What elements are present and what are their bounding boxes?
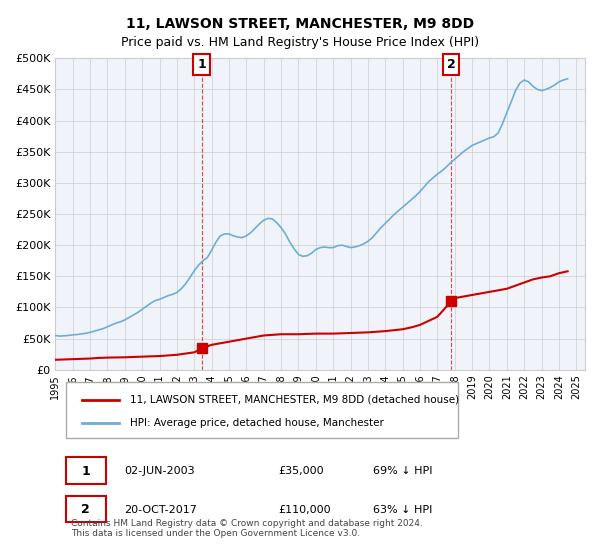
Text: 2: 2 [447, 58, 455, 71]
FancyBboxPatch shape [66, 458, 106, 484]
Text: £110,000: £110,000 [278, 505, 331, 515]
Text: 02-JUN-2003: 02-JUN-2003 [124, 466, 195, 477]
Text: Price paid vs. HM Land Registry's House Price Index (HPI): Price paid vs. HM Land Registry's House … [121, 36, 479, 49]
FancyBboxPatch shape [66, 496, 106, 522]
Text: HPI: Average price, detached house, Manchester: HPI: Average price, detached house, Manc… [130, 418, 383, 428]
Text: 69% ↓ HPI: 69% ↓ HPI [373, 466, 433, 477]
Text: 1: 1 [197, 58, 206, 71]
Text: 11, LAWSON STREET, MANCHESTER, M9 8DD: 11, LAWSON STREET, MANCHESTER, M9 8DD [126, 17, 474, 31]
Text: 20-OCT-2017: 20-OCT-2017 [124, 505, 197, 515]
Text: 63% ↓ HPI: 63% ↓ HPI [373, 505, 433, 515]
Text: £35,000: £35,000 [278, 466, 323, 477]
Text: 1: 1 [81, 465, 90, 478]
Text: Contains HM Land Registry data © Crown copyright and database right 2024.
This d: Contains HM Land Registry data © Crown c… [71, 519, 423, 538]
FancyBboxPatch shape [66, 382, 458, 438]
Text: 11, LAWSON STREET, MANCHESTER, M9 8DD (detached house): 11, LAWSON STREET, MANCHESTER, M9 8DD (d… [130, 395, 458, 404]
Text: 2: 2 [81, 503, 90, 516]
